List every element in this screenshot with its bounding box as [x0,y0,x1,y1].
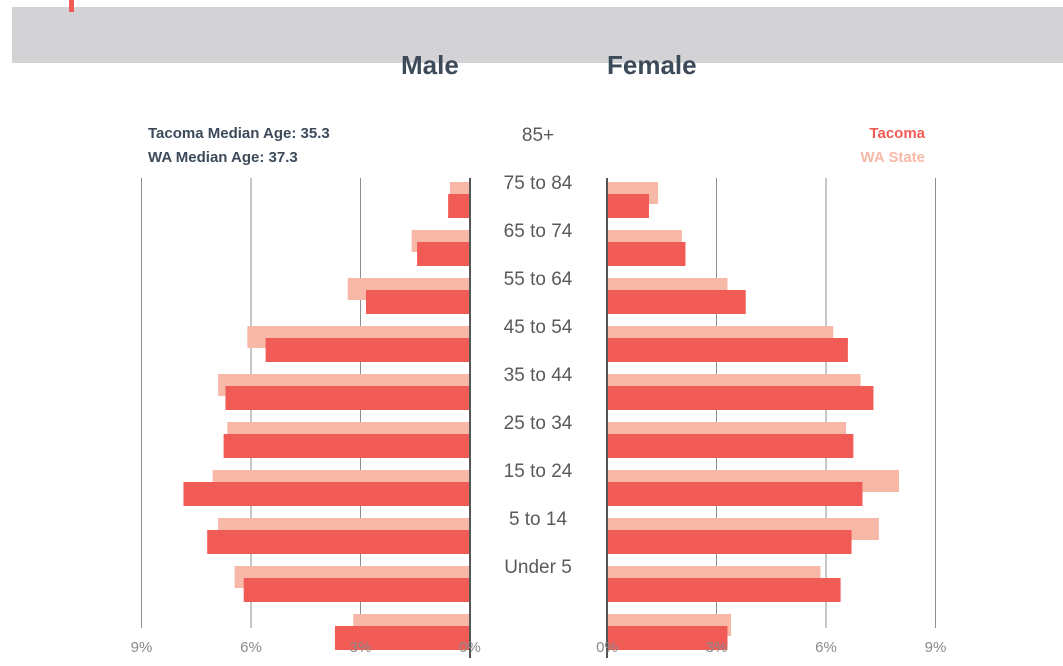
accent-mark [69,0,74,12]
x-tick-label-male: 9% [131,639,153,656]
bar-female-tacoma [607,626,728,650]
age-group-label: 5 to 14 [509,509,568,530]
bar-male-tacoma [448,194,470,218]
age-group-label: 55 to 64 [504,269,573,290]
legend-tacoma: Tacoma [869,125,925,142]
x-tick-label-male: 6% [240,639,262,656]
bar-female-tacoma [607,290,746,314]
bar-female-tacoma [607,578,841,602]
header-band [12,7,1063,63]
age-group-label: Under 5 [504,557,572,578]
age-group-label: 45 to 54 [504,317,573,338]
age-group-label: 75 to 84 [504,173,573,194]
bar-male-tacoma [365,290,470,314]
bar-male-tacoma [207,530,470,554]
x-tick-label-male: 3% [350,639,372,656]
bar-male-tacoma [225,386,470,410]
legend-wa-state: WA State [860,149,925,166]
bar-male-tacoma [265,338,470,362]
bar-female-tacoma [607,242,686,266]
female-header: Female [607,50,697,80]
x-tick-label-female: 9% [925,639,947,656]
bar-female-tacoma [607,338,848,362]
age-group-label: 85+ [522,125,554,146]
age-group-label: 25 to 34 [504,413,573,434]
bar-male-tacoma [183,482,470,506]
age-group-label: 15 to 24 [504,461,573,482]
x-tick-label-female: 3% [706,639,728,656]
male-header: Male [401,50,459,80]
bar-male-tacoma [243,578,470,602]
wa-median-age: WA Median Age: 37.3 [148,149,298,166]
age-group-label: 65 to 74 [504,221,573,242]
x-tick-label-female: 0% [596,639,618,656]
x-tick-label-female: 6% [815,639,837,656]
bar-male-tacoma [334,626,470,650]
bar-female-tacoma [607,386,874,410]
bar-male-tacoma [223,434,470,458]
bar-male-tacoma [417,242,470,266]
bar-female-tacoma [607,530,852,554]
bar-female-tacoma [607,194,649,218]
bar-female-tacoma [607,482,863,506]
x-tick-label-male: 0% [459,639,481,656]
bar-female-tacoma [607,434,854,458]
age-group-label: 35 to 44 [504,365,573,386]
tacoma-median-age: Tacoma Median Age: 35.3 [148,125,330,142]
